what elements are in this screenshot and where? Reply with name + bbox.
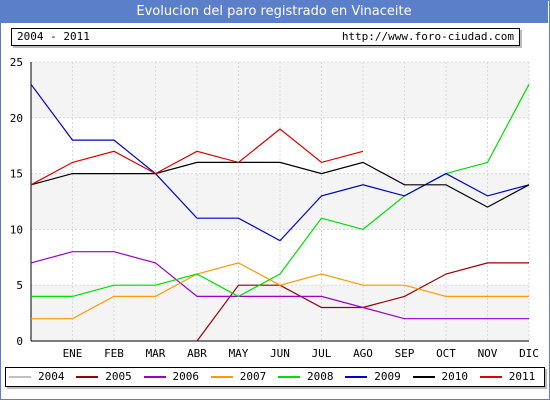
chart-title: Evolucion del paro registrado en Vinacei…	[0, 0, 548, 23]
x-tick-label: AGO	[353, 347, 373, 360]
legend-label: 2011	[508, 370, 536, 383]
x-tick-label: MAY	[229, 347, 249, 360]
y-tick-label: 5	[16, 279, 23, 292]
legend-item-2006: 2006	[143, 368, 200, 386]
legend-label: 2004	[38, 370, 65, 383]
plot-band	[31, 173, 529, 230]
x-tick-label: NOV	[478, 347, 498, 360]
legend-label: 2005	[105, 370, 132, 383]
legend-item-2011: 2011	[479, 368, 536, 386]
legend-swatch	[479, 376, 502, 378]
x-tick-label: JUN	[270, 347, 290, 360]
y-tick-label: 20	[10, 112, 23, 125]
legend-label: 2008	[307, 370, 334, 383]
plot-band	[31, 285, 529, 341]
y-tick-label: 15	[10, 168, 23, 181]
x-tick-label: ABR	[187, 347, 207, 360]
legend-swatch	[210, 376, 233, 378]
x-tick-label: OCT	[436, 347, 456, 360]
legend-swatch	[76, 376, 99, 378]
x-tick-label: MAR	[146, 347, 166, 360]
y-tick-label: 25	[10, 56, 23, 69]
series-line-2007	[31, 262, 529, 320]
legend-item-2010: 2010	[412, 368, 469, 386]
x-tick-label: ENE	[63, 347, 83, 360]
source-url: http://www.foro-ciudad.com	[341, 30, 514, 43]
legend-item-2008: 2008	[278, 368, 334, 386]
x-tick-label: JUL	[312, 347, 332, 360]
legend-swatch	[143, 376, 166, 378]
legend-item-2009: 2009	[345, 368, 401, 386]
legend-swatch	[345, 376, 368, 378]
year-range: 2004 - 2011	[17, 30, 90, 43]
series-line-2006	[30, 251, 529, 320]
x-tick-label: DIC	[519, 347, 539, 360]
legend-swatch	[278, 376, 300, 378]
legend-label: 2010	[441, 370, 469, 383]
series-line-2010	[30, 161, 530, 208]
legend-swatch	[9, 376, 31, 378]
y-tick-label: 10	[10, 223, 23, 236]
legend-item-2004: 2004	[9, 368, 65, 386]
legend-item-2005: 2005	[76, 368, 132, 386]
legend-swatch	[412, 376, 435, 378]
legend-label: 2007	[239, 370, 267, 383]
series-line-2009	[30, 83, 530, 242]
tick-labels: 0 5 10 15 20 25 ENE FEB MAR ABR MAY JUN JUL AGO SEP OCT…	[10, 56, 539, 360]
info-box: 2004 - 2011 http://www.foro-ciudad.com	[11, 28, 520, 46]
legend-item-2007: 2007	[210, 368, 267, 386]
legend-label: 2009	[374, 370, 401, 383]
x-tick-label: FEB	[104, 347, 124, 360]
chart-legend: 2004 2005 2006 2007 2008 2009 2010 2011	[5, 367, 545, 387]
legend-label: 2006	[172, 370, 200, 383]
plot-axes	[30, 62, 529, 342]
y-tick-label: 0	[16, 335, 23, 348]
x-tick-label: SEP	[395, 347, 415, 360]
series-line-2011	[30, 128, 364, 186]
plot-lines	[30, 83, 530, 342]
